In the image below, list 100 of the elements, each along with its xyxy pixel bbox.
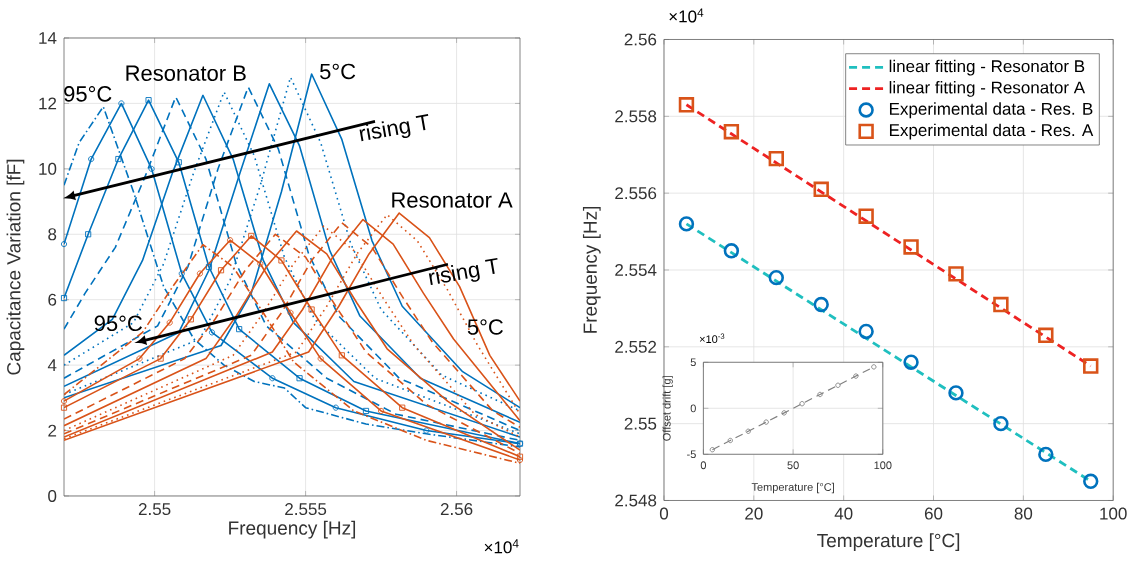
point xyxy=(378,407,385,414)
point xyxy=(205,263,213,271)
x-tick-label: 40 xyxy=(834,507,853,520)
y-axis-title: Offset drift [g] xyxy=(662,376,673,441)
point xyxy=(993,296,1009,313)
point xyxy=(178,270,185,277)
point xyxy=(362,407,370,414)
point xyxy=(85,231,92,238)
x-axis-title: Temperature [°C] xyxy=(817,533,960,552)
text: ×10$^{4}$ xyxy=(484,539,519,554)
point xyxy=(1038,446,1054,463)
point xyxy=(813,296,829,313)
point xyxy=(332,404,339,411)
legend-label: Experimental data - Res. B xyxy=(889,102,1093,119)
point xyxy=(287,309,294,316)
text: ×10$^{4}$ xyxy=(669,8,704,23)
x-tick-label: 2.55 xyxy=(138,503,171,516)
y-tick-label: 0 xyxy=(690,404,696,413)
x-tick-label: 50 xyxy=(787,461,799,470)
point xyxy=(1038,327,1054,343)
y-tick-label: 2.558 xyxy=(615,110,657,123)
x-tick-label: 20 xyxy=(745,507,763,520)
point xyxy=(317,355,324,362)
point xyxy=(157,355,164,362)
y-tick-label: 8 xyxy=(48,228,57,241)
point xyxy=(835,382,841,388)
x-tick-label: 100 xyxy=(1100,507,1127,520)
point xyxy=(166,319,173,326)
annotation: 95°C xyxy=(64,86,112,102)
x-tick-label: 2.56 xyxy=(440,503,473,516)
point xyxy=(727,437,733,444)
y-tick-label: 10 xyxy=(39,162,57,175)
point xyxy=(1083,473,1099,489)
point xyxy=(60,295,68,302)
y-tick-label: 6 xyxy=(48,293,57,306)
legend-label: Experimental data - Res. A xyxy=(889,123,1094,140)
y-tick-label: 12 xyxy=(39,97,57,110)
point xyxy=(269,375,276,382)
point xyxy=(948,266,964,282)
y-tick-label: 2 xyxy=(48,424,57,437)
point xyxy=(993,415,1009,432)
point xyxy=(858,323,874,340)
point xyxy=(723,243,740,259)
y-tick-label: 4 xyxy=(47,359,57,371)
point xyxy=(903,239,919,255)
y-tick-label: 2.56 xyxy=(624,33,657,46)
point xyxy=(278,257,285,264)
y-tick-label: 2.556 xyxy=(615,187,657,200)
point xyxy=(678,97,695,113)
point xyxy=(296,375,303,382)
x-axis-title: Frequency [Hz] xyxy=(229,520,356,539)
point xyxy=(196,270,203,277)
point xyxy=(768,269,784,286)
point xyxy=(853,373,859,379)
x-axis-title: Temperature [°C] xyxy=(751,482,834,494)
annotation: Resonator B xyxy=(126,65,246,81)
annotation: 5°C xyxy=(320,63,356,80)
y-axis-title: Frequency [Hz] xyxy=(582,206,601,333)
point xyxy=(745,428,751,434)
annotation: Resonator A xyxy=(392,192,513,208)
point xyxy=(217,267,225,274)
legend-label: linear fitting - Resonator A xyxy=(889,81,1086,97)
point xyxy=(723,123,740,140)
point xyxy=(175,159,182,166)
x-tick-label: 60 xyxy=(924,507,943,520)
point xyxy=(248,232,255,239)
y-axis-title: Capacitance Variation [fF] xyxy=(6,159,25,375)
point xyxy=(145,97,152,104)
point xyxy=(399,404,406,411)
point xyxy=(308,306,315,313)
y-tick-label: 2.55 xyxy=(624,417,657,430)
point xyxy=(871,364,877,370)
annotation: rising T xyxy=(359,114,429,142)
y-tick-label: 2.554 xyxy=(615,263,657,276)
point xyxy=(858,208,874,224)
x-tick-label: 0 xyxy=(659,507,669,520)
point xyxy=(763,419,769,425)
point xyxy=(903,354,919,370)
point xyxy=(187,316,194,323)
x-tick-label: 2.555 xyxy=(285,503,327,516)
point xyxy=(60,404,68,411)
point xyxy=(678,216,695,232)
x-tick-label: 0 xyxy=(700,461,707,470)
point xyxy=(118,100,125,107)
annotation: ×10$^{-3}$ xyxy=(699,333,725,344)
point xyxy=(709,447,716,453)
point xyxy=(1083,358,1099,374)
point xyxy=(799,401,805,407)
x-tick-label: 100 xyxy=(874,461,892,470)
legend-label: linear fitting - Resonator B xyxy=(889,59,1085,76)
point xyxy=(115,155,122,163)
point xyxy=(136,355,143,362)
y-tick-label: 2.552 xyxy=(615,340,657,353)
point xyxy=(781,410,787,416)
point xyxy=(948,385,964,401)
point xyxy=(817,391,823,398)
point xyxy=(227,237,234,244)
point xyxy=(88,155,95,163)
point xyxy=(208,329,216,336)
point xyxy=(236,326,243,333)
